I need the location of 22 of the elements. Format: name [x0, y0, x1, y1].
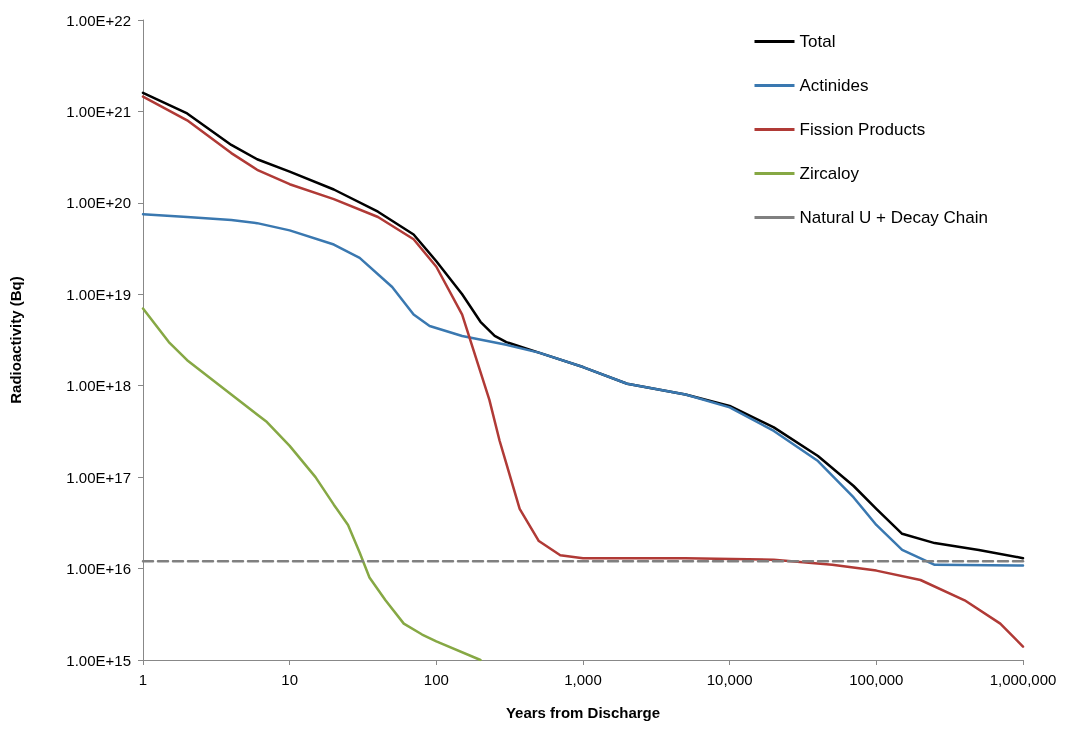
y-tick-label: 1.00E+22	[66, 11, 131, 29]
legend-label: Natural U + Decay Chain	[799, 208, 989, 227]
legend-label: Total	[799, 32, 836, 51]
y-axis-title: Radioactivity (Bq)	[7, 276, 24, 404]
x-tick-label: 1,000,000	[989, 671, 1057, 688]
y-tick-label: 1.00E+16	[66, 560, 131, 578]
x-tick-label: 1,000	[564, 671, 602, 688]
x-axis-title: Years from Discharge	[505, 704, 661, 721]
y-tick-label: 1.00E+17	[66, 468, 131, 486]
x-tick-label: 100	[423, 671, 449, 688]
x-tick-label: 1	[138, 671, 148, 688]
legend-label: Actinides	[799, 76, 869, 95]
y-tick-label: 1.00E+20	[66, 194, 131, 212]
legend-label: Zircaloy	[799, 164, 860, 183]
x-tick-label: 100,000	[849, 671, 904, 688]
legend-label: Fission Products	[799, 120, 926, 139]
y-tick-label: 1.00E+19	[66, 285, 131, 303]
x-tick-label: 10,000	[706, 671, 753, 688]
x-tick-label: 10	[281, 671, 299, 688]
y-tick-label: 1.00E+18	[66, 377, 131, 395]
y-tick-label: 1.00E+15	[66, 651, 131, 669]
y-tick-label: 1.00E+21	[66, 102, 131, 120]
